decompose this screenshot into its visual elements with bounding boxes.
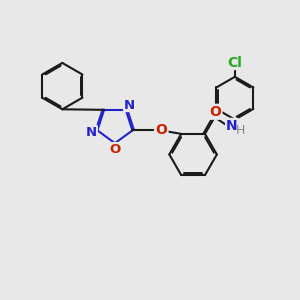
Text: O: O <box>210 105 221 119</box>
Text: Cl: Cl <box>227 56 242 70</box>
Text: N: N <box>124 98 135 112</box>
Text: N: N <box>86 126 97 139</box>
Text: N: N <box>124 98 135 112</box>
Text: N: N <box>86 126 97 139</box>
Text: O: O <box>109 142 121 156</box>
Text: O: O <box>155 123 167 137</box>
Text: N: N <box>226 119 238 133</box>
Text: H: H <box>236 124 245 136</box>
Text: O: O <box>109 142 121 156</box>
